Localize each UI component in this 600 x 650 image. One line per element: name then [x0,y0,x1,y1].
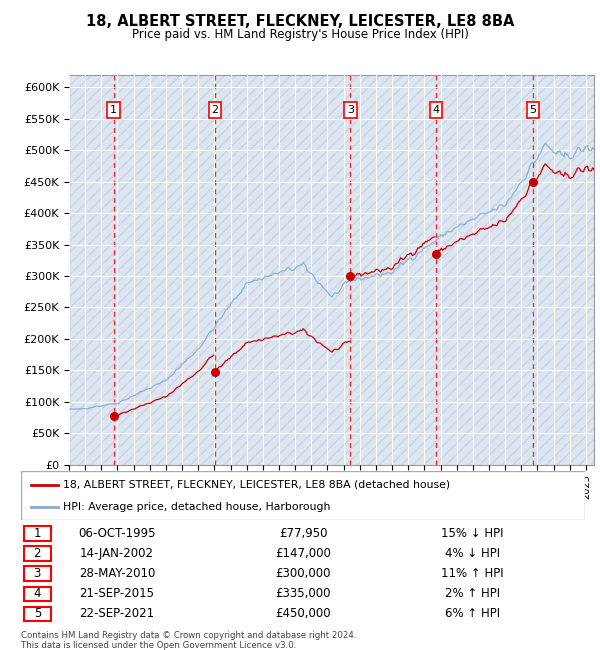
Text: 5: 5 [529,105,536,115]
Text: 1: 1 [110,105,117,115]
Text: £335,000: £335,000 [275,588,331,601]
Text: HPI: Average price, detached house, Harborough: HPI: Average price, detached house, Harb… [64,502,331,512]
Text: 2: 2 [34,547,41,560]
Text: 22-SEP-2021: 22-SEP-2021 [79,607,154,620]
Text: 18, ALBERT STREET, FLECKNEY, LEICESTER, LE8 8BA (detached house): 18, ALBERT STREET, FLECKNEY, LEICESTER, … [64,480,451,490]
Text: Contains HM Land Registry data © Crown copyright and database right 2024.
This d: Contains HM Land Registry data © Crown c… [21,630,356,650]
Text: 06-OCT-1995: 06-OCT-1995 [78,526,155,539]
Text: 4% ↓ HPI: 4% ↓ HPI [445,547,500,560]
Text: 11% ↑ HPI: 11% ↑ HPI [441,567,503,580]
Text: 14-JAN-2002: 14-JAN-2002 [80,547,154,560]
Text: 4: 4 [34,588,41,601]
Text: 15% ↓ HPI: 15% ↓ HPI [441,526,503,539]
Text: 3: 3 [34,567,41,580]
Bar [24,566,51,581]
Text: 28-MAY-2010: 28-MAY-2010 [79,567,155,580]
Text: 3: 3 [347,105,354,115]
Bar [24,606,51,621]
Text: 1: 1 [34,526,41,539]
Text: £77,950: £77,950 [279,526,327,539]
Bar [24,526,51,541]
Text: £450,000: £450,000 [275,607,331,620]
Text: 21-SEP-2015: 21-SEP-2015 [79,588,154,601]
Text: 2% ↑ HPI: 2% ↑ HPI [445,588,500,601]
Bar [24,546,51,561]
Text: Price paid vs. HM Land Registry's House Price Index (HPI): Price paid vs. HM Land Registry's House … [131,28,469,41]
Text: £300,000: £300,000 [275,567,331,580]
Text: 18, ALBERT STREET, FLECKNEY, LEICESTER, LE8 8BA: 18, ALBERT STREET, FLECKNEY, LEICESTER, … [86,14,514,29]
Text: 4: 4 [433,105,440,115]
Text: £147,000: £147,000 [275,547,331,560]
Text: 5: 5 [34,607,41,620]
Text: 2: 2 [211,105,218,115]
Bar [24,586,51,601]
Text: 6% ↑ HPI: 6% ↑ HPI [445,607,500,620]
